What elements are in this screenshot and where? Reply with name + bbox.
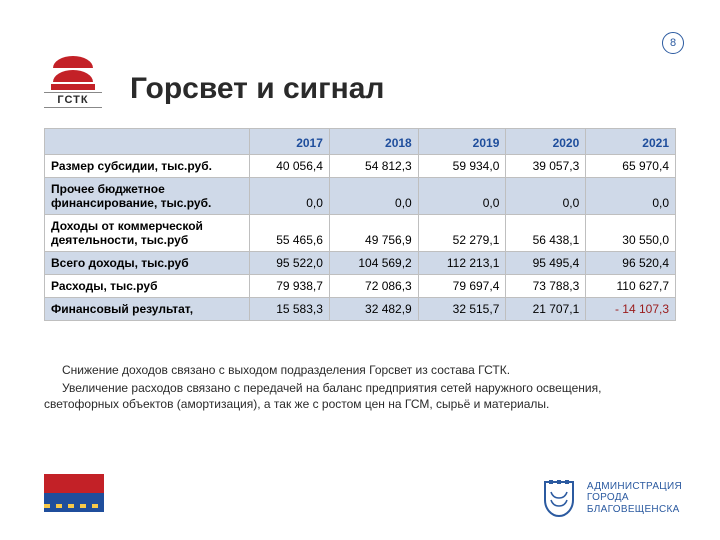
cell: 104 569,2 xyxy=(329,252,418,275)
row-label: Доходы от коммерческой деятельности, тыс… xyxy=(45,215,250,252)
logo-arc-icon xyxy=(53,70,93,82)
admin-text: АДМИНИСТРАЦИЯ ГОРОДА БЛАГОВЕЩЕНСКА xyxy=(587,481,682,516)
row-label: Всего доходы, тыс.руб xyxy=(45,252,250,275)
coat-of-arms-icon xyxy=(541,478,577,518)
row-label: Прочее бюджетное финансирование, тыс.руб… xyxy=(45,178,250,215)
cell: - 14 107,3 xyxy=(586,298,676,321)
table-row: Финансовый результат,15 583,332 482,932 … xyxy=(45,298,676,321)
cell: 56 438,1 xyxy=(506,215,586,252)
table-row: Всего доходы, тыс.руб95 522,0104 569,211… xyxy=(45,252,676,275)
cell: 73 788,3 xyxy=(506,275,586,298)
notes-block: Снижение доходов связано с выходом подра… xyxy=(44,362,676,415)
admin-line-3: БЛАГОВЕЩЕНСКА xyxy=(587,504,682,516)
table-row: Расходы, тыс.руб79 938,772 086,379 697,4… xyxy=(45,275,676,298)
page-number: 8 xyxy=(670,37,676,49)
table-row: Размер субсидии, тыс.руб.40 056,454 812,… xyxy=(45,155,676,178)
row-label: Размер субсидии, тыс.руб. xyxy=(45,155,250,178)
cell: 110 627,7 xyxy=(586,275,676,298)
table-row: Прочее бюджетное финансирование, тыс.руб… xyxy=(45,178,676,215)
col-head-2020: 2020 xyxy=(506,129,586,155)
cell: 95 495,4 xyxy=(506,252,586,275)
col-head-2017: 2017 xyxy=(250,129,330,155)
cell: 95 522,0 xyxy=(250,252,330,275)
footer-admin: АДМИНИСТРАЦИЯ ГОРОДА БЛАГОВЕЩЕНСКА xyxy=(541,478,682,518)
note-line-1: Снижение доходов связано с выходом подра… xyxy=(44,362,676,378)
cell: 32 515,7 xyxy=(418,298,506,321)
cell: 0,0 xyxy=(586,178,676,215)
cell: 0,0 xyxy=(329,178,418,215)
cell: 96 520,4 xyxy=(586,252,676,275)
cell: 79 938,7 xyxy=(250,275,330,298)
note-line-2: Увеличение расходов связано с передачей … xyxy=(44,380,676,412)
col-head-2021: 2021 xyxy=(586,129,676,155)
region-flag-icon xyxy=(44,474,104,512)
cell: 21 707,1 xyxy=(506,298,586,321)
cell: 40 056,4 xyxy=(250,155,330,178)
col-head-2018: 2018 xyxy=(329,129,418,155)
logo-label: ГСТК xyxy=(44,92,102,108)
row-label: Расходы, тыс.руб xyxy=(45,275,250,298)
cell: 79 697,4 xyxy=(418,275,506,298)
cell: 65 970,4 xyxy=(586,155,676,178)
cell: 112 213,1 xyxy=(418,252,506,275)
admin-line-1: АДМИНИСТРАЦИЯ xyxy=(587,481,682,493)
col-head-blank xyxy=(45,129,250,155)
cell: 49 756,9 xyxy=(329,215,418,252)
cell: 52 279,1 xyxy=(418,215,506,252)
admin-line-2: ГОРОДА xyxy=(587,492,682,504)
col-head-2019: 2019 xyxy=(418,129,506,155)
page-title: Горсвет и сигнал xyxy=(130,72,384,106)
cell: 55 465,6 xyxy=(250,215,330,252)
table-header-row: 2017 2018 2019 2020 2021 xyxy=(45,129,676,155)
cell: 0,0 xyxy=(506,178,586,215)
cell: 59 934,0 xyxy=(418,155,506,178)
cell: 30 550,0 xyxy=(586,215,676,252)
cell: 15 583,3 xyxy=(250,298,330,321)
cell: 72 086,3 xyxy=(329,275,418,298)
gstk-logo: ГСТК xyxy=(44,56,102,108)
table-row: Доходы от коммерческой деятельности, тыс… xyxy=(45,215,676,252)
cell: 0,0 xyxy=(418,178,506,215)
logo-bar-icon xyxy=(51,84,95,90)
cell: 39 057,3 xyxy=(506,155,586,178)
logo-arc-icon xyxy=(53,56,93,68)
row-label: Финансовый результат, xyxy=(45,298,250,321)
cell: 0,0 xyxy=(250,178,330,215)
cell: 54 812,3 xyxy=(329,155,418,178)
page-number-badge: 8 xyxy=(662,32,684,54)
finance-table: 2017 2018 2019 2020 2021 Размер субсидии… xyxy=(44,128,676,321)
cell: 32 482,9 xyxy=(329,298,418,321)
